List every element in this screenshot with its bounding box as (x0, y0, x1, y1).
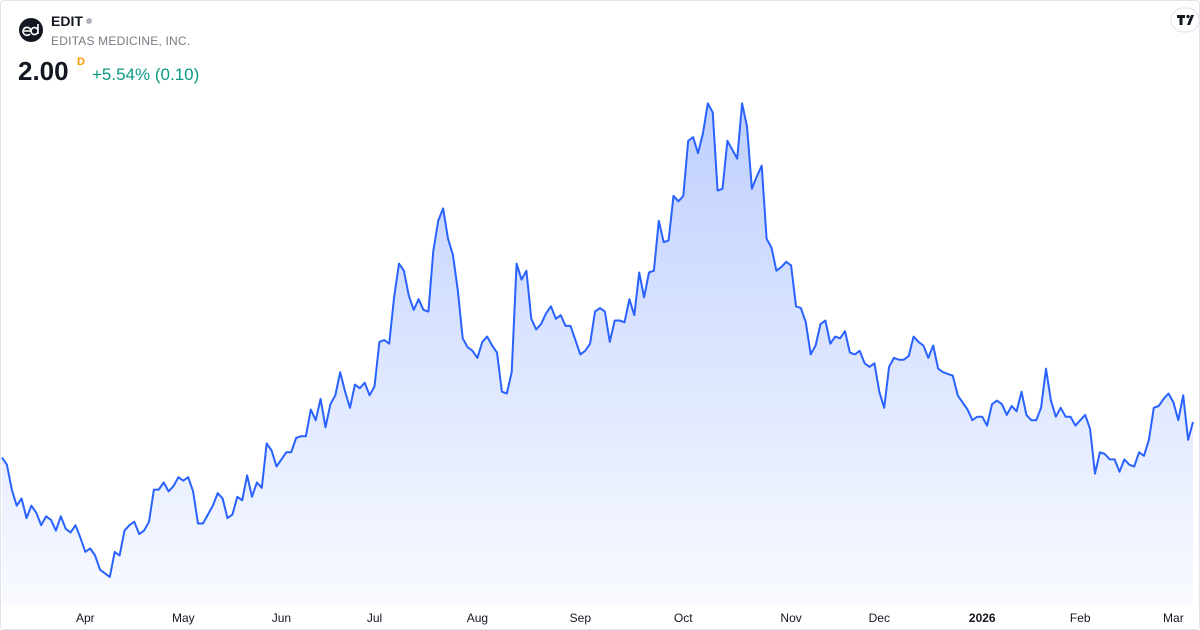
plot-area: Apr May Jun Jul Aug Sep Oct Nov Dec 2026 Feb Mar (1, 102, 1194, 625)
tradingview-logo[interactable] (1170, 7, 1200, 33)
x-tick-label: Nov (780, 611, 801, 625)
x-tick-label: Jun (272, 611, 291, 625)
price-change: +5.54% (0.10) (92, 65, 199, 84)
x-tick-label: Sep (570, 611, 592, 625)
x-tick-label: Aug (467, 611, 488, 625)
x-tick-label: 2026 (969, 611, 996, 625)
price: 2.00 (18, 56, 69, 86)
x-tick-label: May (172, 611, 195, 625)
x-tick-label: Oct (674, 611, 693, 625)
x-tick-label: Mar (1163, 611, 1184, 625)
status-dot (86, 18, 92, 24)
area-fill (2, 103, 1193, 605)
symbol: EDIT (51, 13, 83, 29)
company-name: EDITAS MEDICINE, INC. (51, 34, 190, 48)
x-tick-label: Dec (869, 611, 890, 625)
x-tick-label: Feb (1070, 611, 1091, 625)
delay-flag: D (77, 56, 85, 68)
x-tick-label: Apr (76, 611, 95, 625)
logo (19, 18, 43, 42)
price-line (1, 102, 1194, 578)
x-tick-label: Jul (367, 611, 382, 625)
